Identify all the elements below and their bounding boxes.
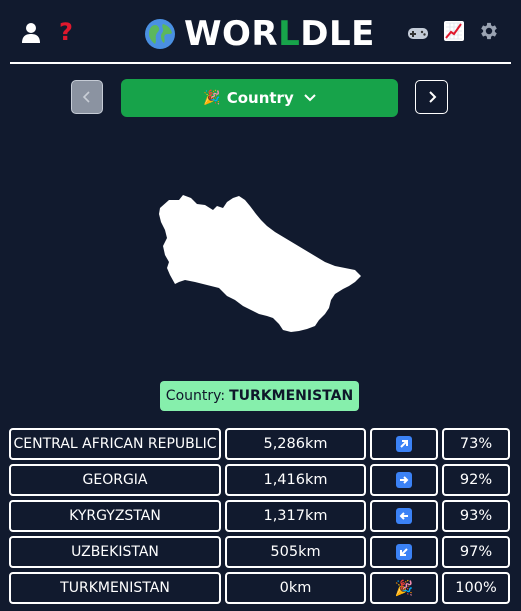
chevron-left-icon <box>82 91 90 103</box>
guess-proximity: 97% <box>442 536 510 568</box>
guess-proximity: 93% <box>442 500 510 532</box>
country-silhouette <box>159 195 361 332</box>
logo: WORLDLE <box>144 14 375 54</box>
guess-distance: 1,416km <box>225 464 366 496</box>
gear-icon[interactable] <box>477 19 501 43</box>
guess-proximity: 92% <box>442 464 510 496</box>
guess-row: GEORGIA 1,416km 92% <box>9 464 511 496</box>
guess-distance: 505km <box>225 536 366 568</box>
user-icon[interactable] <box>20 21 42 45</box>
guess-direction <box>370 464 438 496</box>
guess-country: CENTRAL AFRICAN REPUBLIC <box>9 428 221 460</box>
guess-row: UZBEKISTAN 505km 97% <box>9 536 511 568</box>
guess-row: KYRGYZSTAN 1,317km 93% <box>9 500 511 532</box>
party-popper-icon: 🎉 <box>203 90 221 106</box>
guess-country: TURKMENISTAN <box>9 572 221 604</box>
guess-country: KYRGYZSTAN <box>9 500 221 532</box>
guess-distance: 1,317km <box>225 500 366 532</box>
guess-direction <box>370 428 438 460</box>
logo-text: WORLDLE <box>184 14 375 54</box>
answer-prefix: Country: <box>165 388 226 404</box>
guess-row: CENTRAL AFRICAN REPUBLIC 5,286km 73% <box>9 428 511 460</box>
party-popper-icon: 🎉 <box>394 579 414 597</box>
guess-direction <box>370 536 438 568</box>
arrow-down-left-icon <box>396 544 412 560</box>
mode-dropdown-button[interactable]: 🎉 Country <box>121 79 398 117</box>
mode-label: Country <box>226 89 294 107</box>
guess-country: UZBEKISTAN <box>9 536 221 568</box>
guess-direction: 🎉 <box>370 572 438 604</box>
question-mark-icon[interactable]: ? <box>59 18 73 46</box>
answer-badge: Country: TURKMENISTAN <box>160 381 359 411</box>
next-mode-button[interactable] <box>415 80 448 114</box>
arrow-up-right-icon <box>396 436 412 452</box>
guess-row: TURKMENISTAN 0km 🎉 100% <box>9 572 511 604</box>
arrow-right-icon <box>396 472 412 488</box>
chevron-right-icon <box>428 91 436 103</box>
arrow-left-icon <box>396 508 412 524</box>
guess-distance: 5,286km <box>225 428 366 460</box>
previous-mode-button[interactable] <box>71 80 103 114</box>
header: ? WORLDLE <box>10 10 511 64</box>
guess-proximity: 100% <box>442 572 510 604</box>
guess-country: GEORGIA <box>9 464 221 496</box>
answer-name: TURKMENISTAN <box>229 388 354 404</box>
chevron-down-icon <box>304 94 316 102</box>
globe-icon <box>145 19 175 49</box>
guess-distance: 0km <box>225 572 366 604</box>
guess-proximity: 73% <box>442 428 510 460</box>
game-controller-icon[interactable] <box>407 22 429 44</box>
guess-direction <box>370 500 438 532</box>
chart-up-icon[interactable] <box>442 19 466 43</box>
